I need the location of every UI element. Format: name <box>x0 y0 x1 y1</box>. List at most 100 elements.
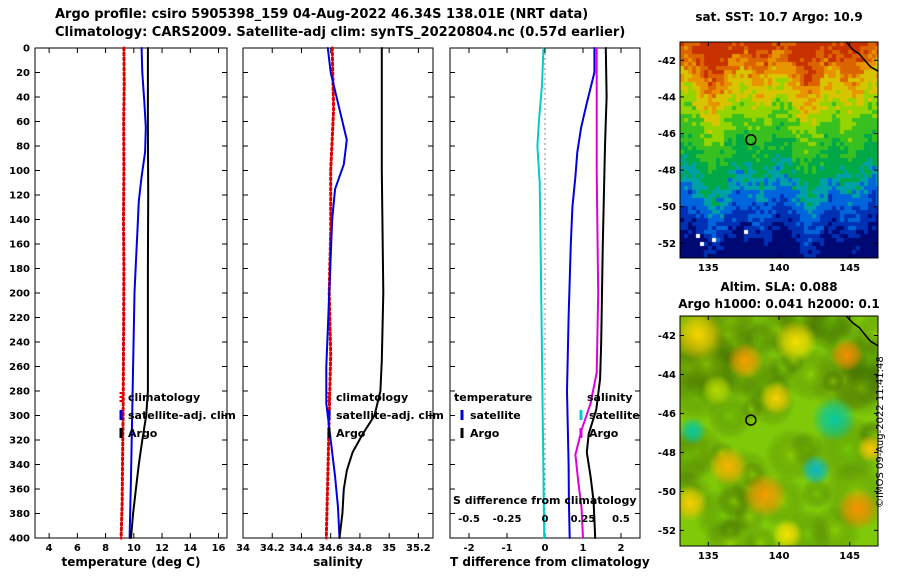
sst-map-image <box>680 42 878 258</box>
salinity-panel: 34 34.2 34.4 34.6 34.8 35 35.2 climatology satel… <box>236 46 444 554</box>
x-tick-label: 12 <box>155 543 169 554</box>
legend-label: Argo <box>470 427 500 440</box>
series-s-satellite <box>536 47 546 539</box>
imos-credit: ©IMOS 09-Aug-2022 11:41:48 <box>875 356 886 508</box>
depth-tick-label: 380 <box>9 509 30 520</box>
x-tick-label: 34 <box>236 543 250 554</box>
lon-tick-label: 145 <box>839 551 860 562</box>
x-tick-label: 4 <box>46 543 53 554</box>
lat-tick-label: -50 <box>658 487 676 498</box>
legend-label: satellite-adj. clim <box>336 409 444 422</box>
depth-tick-label: 200 <box>9 289 30 300</box>
depth-tick-label: 260 <box>9 362 30 373</box>
depth-tick-label: 360 <box>9 485 30 496</box>
sla-map-image <box>680 316 878 546</box>
lon-tick-label: 135 <box>698 551 719 562</box>
lat-tick-label: -48 <box>658 166 676 177</box>
coastline <box>845 315 879 347</box>
x-tick-label: 6 <box>74 543 81 554</box>
sst-map-title: sat. SST: 10.7 Argo: 10.9 <box>695 10 863 24</box>
axes-box <box>679 41 879 259</box>
depth-tick-label: 400 <box>9 534 30 545</box>
depth-tick-label: 60 <box>16 117 30 128</box>
x-tick-label: 2 <box>618 543 625 554</box>
x-tick-label: -1 <box>501 543 512 554</box>
series-argo <box>338 47 385 539</box>
x-tick-label: 0 <box>542 543 549 554</box>
lon-tick-label: 135 <box>698 263 719 274</box>
depth-tick-label: 320 <box>9 436 30 447</box>
s-axis-tick-label: -0.5 <box>458 514 480 525</box>
lat-tick-label: -44 <box>658 92 676 103</box>
s-axis-tick-label: 0.5 <box>612 514 630 525</box>
x-tick-label: 35.2 <box>406 543 431 554</box>
legend-header: salinity <box>587 391 633 404</box>
legend-label: Argo <box>589 427 619 440</box>
difference-panel: -2 -1 0 1 2 temperature satellite Argo salinity s… <box>449 47 641 554</box>
figure-subtitle: Climatology: CARS2009. Satellite-adj cli… <box>55 25 626 40</box>
x-tick-label: 14 <box>183 543 197 554</box>
depth-tick-label: 300 <box>9 411 30 422</box>
depth-tick-label: 180 <box>9 264 30 275</box>
lat-tick-label: -48 <box>658 448 676 459</box>
x-tick-label: 16 <box>212 543 226 554</box>
coastline <box>845 41 879 72</box>
s-axis-tick-label: 0.25 <box>571 514 596 525</box>
x-tick-label: 34.8 <box>348 543 373 554</box>
lat-tick-label: -52 <box>658 239 676 250</box>
float-position-marker <box>745 414 757 426</box>
series-satellite-adj-clim <box>325 47 348 539</box>
sla-map: 135 140 145 -42 -44 -46 -48 -50 -52 <box>658 315 879 562</box>
argo-heights-title: Argo h1000: 0.041 h2000: 0.1 <box>678 297 880 311</box>
figure-title: Argo profile: csiro 5905398_159 04-Aug-2… <box>55 7 589 22</box>
x-tick-label: 35 <box>382 543 396 554</box>
lon-tick-label: 140 <box>769 551 790 562</box>
x-tick-label: -2 <box>463 543 474 554</box>
x-tick-label: 34.2 <box>260 543 285 554</box>
sst-map: 135 140 145 -42 -44 -46 -48 -50 -52 <box>658 41 879 274</box>
depth-tick-label: 220 <box>9 313 30 324</box>
temperature-panel: 4 6 8 10 12 14 1602040608010012014016018020022… <box>9 44 236 555</box>
axes-box <box>242 47 434 539</box>
s-axis-tick-label: -0.25 <box>493 514 522 525</box>
lat-tick-label: -44 <box>658 370 676 381</box>
legend-label: satellite <box>589 409 640 422</box>
depth-tick-label: 120 <box>9 191 30 202</box>
depth-tick-label: 140 <box>9 215 30 226</box>
series-satellite-adj-clim <box>128 47 147 539</box>
depth-tick-label: 100 <box>9 166 30 177</box>
depth-tick-label: 160 <box>9 240 30 251</box>
s-axis-tick-label: 0 <box>542 514 549 525</box>
series-t-argo <box>585 47 608 539</box>
legend-label: climatology <box>336 391 408 404</box>
legend-label: satellite <box>470 409 521 422</box>
x-tick-label: 1 <box>580 543 587 554</box>
depth-tick-label: 80 <box>16 142 30 153</box>
legend-label: climatology <box>128 391 200 404</box>
x-tick-label: 34.6 <box>318 543 343 554</box>
series-climatology <box>119 46 126 540</box>
legend-label: Argo <box>128 427 158 440</box>
lat-tick-label: -50 <box>658 202 676 213</box>
x-tick-label: 34.4 <box>289 543 314 554</box>
x-tick-label: 10 <box>127 543 141 554</box>
legend-label: Argo <box>336 427 366 440</box>
depth-tick-label: 0 <box>23 44 30 55</box>
lon-tick-label: 140 <box>769 263 790 274</box>
series-s-argo <box>574 47 600 539</box>
sla-map-title: Altim. SLA: 0.088 <box>720 280 838 294</box>
lat-tick-label: -46 <box>658 409 676 420</box>
lat-tick-label: -42 <box>658 56 676 67</box>
depth-tick-label: 340 <box>9 460 30 471</box>
legend-header: temperature <box>454 391 532 404</box>
legend-label: satellite-adj. clim <box>128 409 236 422</box>
series-argo <box>130 47 150 539</box>
lon-tick-label: 145 <box>839 263 860 274</box>
depth-tick-label: 280 <box>9 387 30 398</box>
axes-box <box>679 315 879 547</box>
sdiff-axis-label: S difference from climatology <box>453 494 637 507</box>
depth-tick-label: 20 <box>16 68 30 79</box>
float-position-marker <box>745 133 757 146</box>
